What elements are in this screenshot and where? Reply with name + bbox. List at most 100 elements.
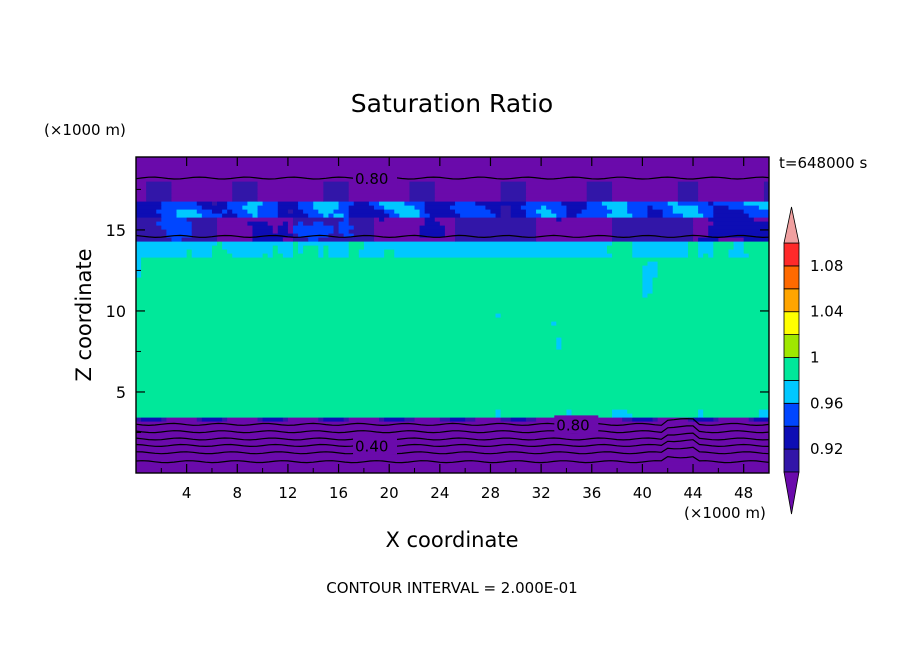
field-cell xyxy=(191,249,213,254)
field-cell xyxy=(748,253,769,258)
field-cell xyxy=(227,417,259,422)
field-cell xyxy=(525,181,588,186)
field-cell xyxy=(500,417,512,422)
field-cell xyxy=(292,221,299,226)
field-cell xyxy=(318,253,324,258)
field-cell xyxy=(136,365,769,370)
field-cell xyxy=(136,225,162,230)
field-cell xyxy=(586,205,608,210)
field-cell xyxy=(743,201,769,206)
field-cell xyxy=(682,213,704,218)
field-cell xyxy=(136,353,769,358)
field-cell xyxy=(753,417,769,422)
colorbar-max-extension xyxy=(783,206,800,244)
field-cell xyxy=(632,213,649,218)
y-tick-label: 10 xyxy=(106,302,126,321)
field-cell xyxy=(287,209,294,214)
field-cell xyxy=(287,225,294,230)
field-cell xyxy=(262,417,284,422)
field-cell xyxy=(358,253,385,258)
field-cell xyxy=(374,225,421,230)
field-cell xyxy=(186,253,193,258)
plot-area xyxy=(136,157,769,473)
field-cell xyxy=(500,189,527,194)
field-cell xyxy=(546,205,568,210)
colorbar: 0.92 0.96 1 1.04 1.08 xyxy=(783,206,843,515)
field-cell xyxy=(743,241,769,246)
field-cell xyxy=(642,281,654,286)
field-cell xyxy=(186,217,218,222)
field-cell xyxy=(186,249,193,254)
colorbar-segment xyxy=(783,334,800,358)
field-cell xyxy=(136,249,188,254)
field-cell xyxy=(374,233,421,238)
x-tick-label: 40 xyxy=(633,484,652,502)
field-cell xyxy=(612,185,679,190)
colorbar-segment xyxy=(783,379,800,404)
field-cell xyxy=(211,253,233,258)
field-cell xyxy=(576,213,608,218)
field-cell xyxy=(500,209,512,214)
field-cell xyxy=(708,201,714,206)
contour-label: 0.80 xyxy=(355,170,388,188)
field-cell xyxy=(298,241,350,246)
field-cell xyxy=(419,209,426,214)
field-cell xyxy=(713,213,750,218)
field-cell xyxy=(571,413,613,418)
field-cell xyxy=(495,413,502,418)
field-cell xyxy=(257,417,264,422)
field-cell xyxy=(171,237,183,242)
field-cell xyxy=(161,205,203,210)
field-cell xyxy=(323,185,350,190)
field-cell xyxy=(222,241,294,246)
field-cell xyxy=(414,205,426,210)
field-cell xyxy=(510,213,527,218)
field-cell xyxy=(510,209,527,214)
field-cell xyxy=(298,249,304,254)
field-cell xyxy=(348,241,365,246)
field-cell xyxy=(191,233,218,238)
contour-label-bg xyxy=(353,169,398,188)
field-cell xyxy=(439,221,456,226)
field-cell xyxy=(612,197,679,202)
field-cell xyxy=(429,213,461,218)
field-cell xyxy=(713,209,745,214)
field-cell xyxy=(136,237,173,242)
field-cell xyxy=(586,201,603,206)
field-cell xyxy=(136,441,769,446)
contour-label-bg xyxy=(554,415,599,434)
field-cell xyxy=(698,205,714,210)
field-cell xyxy=(500,205,512,210)
field-cell xyxy=(708,225,769,230)
field-cell xyxy=(136,245,213,250)
field-cell xyxy=(748,417,755,422)
field-cell xyxy=(298,205,314,210)
field-cell xyxy=(363,245,608,250)
x-tick-label: 44 xyxy=(683,484,702,502)
field-cell xyxy=(303,245,319,250)
field-cell xyxy=(520,205,542,210)
field-cell xyxy=(136,445,769,450)
field-cell xyxy=(282,253,294,258)
field-cell xyxy=(642,273,659,278)
field-cell xyxy=(662,213,684,218)
field-cell xyxy=(536,237,613,242)
field-cell xyxy=(136,193,147,198)
field-cell xyxy=(277,205,299,210)
field-cell xyxy=(292,229,335,234)
field-cell xyxy=(237,213,254,218)
field-cell xyxy=(657,273,769,278)
field-cell xyxy=(687,245,699,250)
field-cell xyxy=(318,417,324,422)
field-cell xyxy=(136,309,769,314)
field-cell xyxy=(713,253,730,258)
field-cell xyxy=(627,201,669,206)
field-cell xyxy=(708,217,755,222)
field-cell xyxy=(424,201,456,206)
field-cell xyxy=(566,209,583,214)
field-cell xyxy=(525,213,542,218)
field-cell xyxy=(136,257,142,262)
field-cell xyxy=(379,201,405,206)
field-cell xyxy=(642,289,654,294)
colorbar-segment xyxy=(783,311,800,336)
